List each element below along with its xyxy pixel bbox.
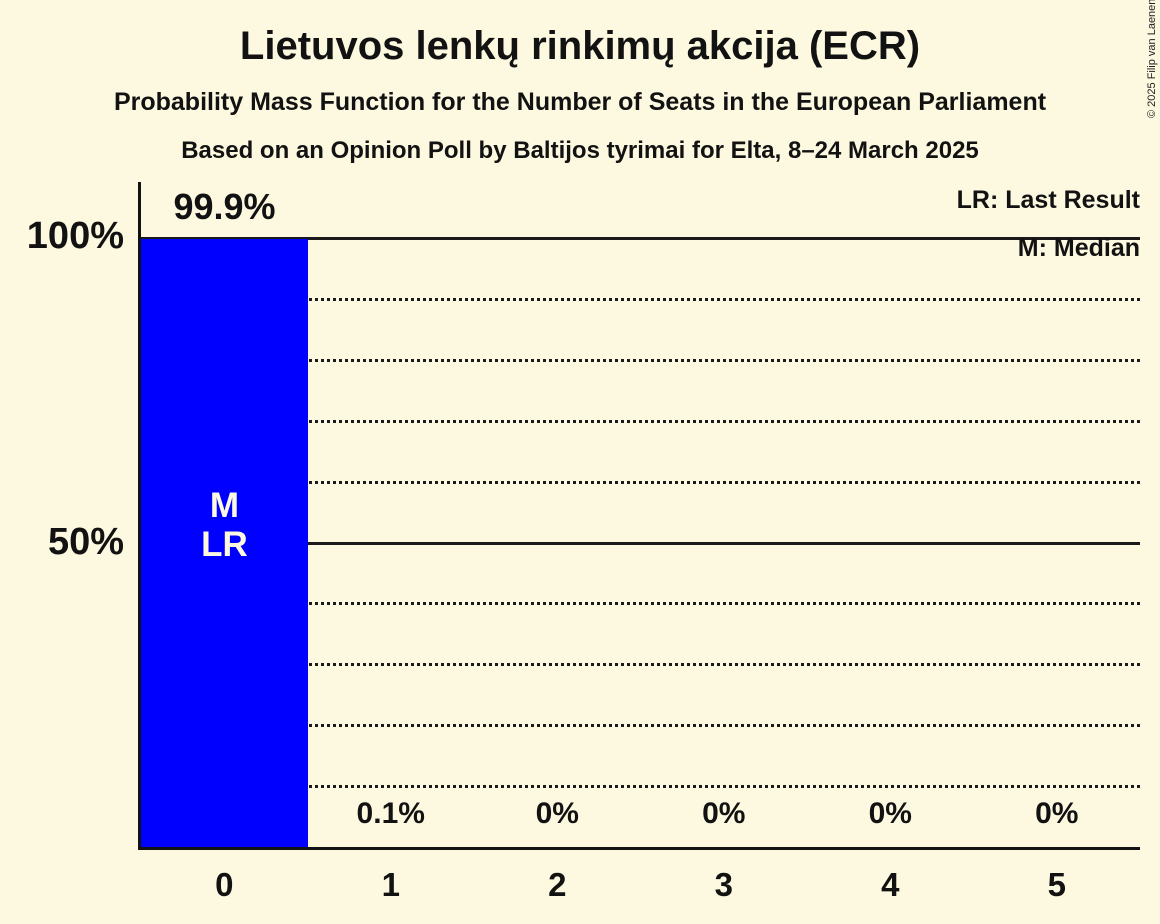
legend-median: M: Median [1017,234,1140,262]
x-axis-line [138,847,1140,850]
gridline-100-solid [141,237,1140,240]
y-axis-label-100: 100% [26,215,124,257]
value-label-seat-3: 0% [702,797,746,830]
value-label-seat-2: 0% [535,797,579,830]
x-tick-labels-row: 0 1 2 3 4 5 [141,866,1140,904]
gridline-10-dotted [141,785,1140,788]
x-tick-label-5: 5 [1047,866,1066,903]
x-tick-label-4: 4 [881,866,900,903]
last-result-marker: LR [201,525,248,564]
value-label-seat-0-placeholder [141,797,308,831]
value-labels-row: 0.1% 0% 0% 0% 0% [141,797,1140,831]
x-tick-label-0: 0 [215,866,234,903]
poll-info-subtitle: Based on an Opinion Poll by Baltijos tyr… [181,137,979,164]
value-label-seat-4: 0% [868,797,912,830]
value-label-seat-1: 0.1% [356,797,425,830]
copyright-notice: © 2025 Filip van Laenen [1146,0,1158,118]
gridline-80-dotted [141,359,1140,362]
y-axis-line [138,182,141,850]
gridline-70-dotted [141,420,1140,423]
legend-last-result: LR: Last Result [956,186,1140,214]
gridline-60-dotted [141,481,1140,484]
gridline-20-dotted [141,724,1140,727]
gridline-40-dotted [141,602,1140,605]
x-tick-label-3: 3 [714,866,733,903]
chart-subtitle: Probability Mass Function for the Number… [113,88,1047,116]
bar-seats-0 [141,239,308,847]
gridline-90-dotted [141,298,1140,301]
gridline-30-dotted [141,663,1140,666]
chart-title: Lietuvos lenkų rinkimų akcija (ECR) [239,24,921,68]
median-marker: M [209,486,240,525]
x-tick-label-2: 2 [548,866,567,903]
x-tick-label-1: 1 [381,866,400,903]
gridline-50-solid [141,542,1140,545]
value-label-seat-5: 0% [1035,797,1079,830]
y-axis-label-50: 50% [47,521,124,563]
bar-value-label-seat-0: 99.9% [173,186,276,227]
bar-annotation-seat-0: M LR [141,486,308,564]
